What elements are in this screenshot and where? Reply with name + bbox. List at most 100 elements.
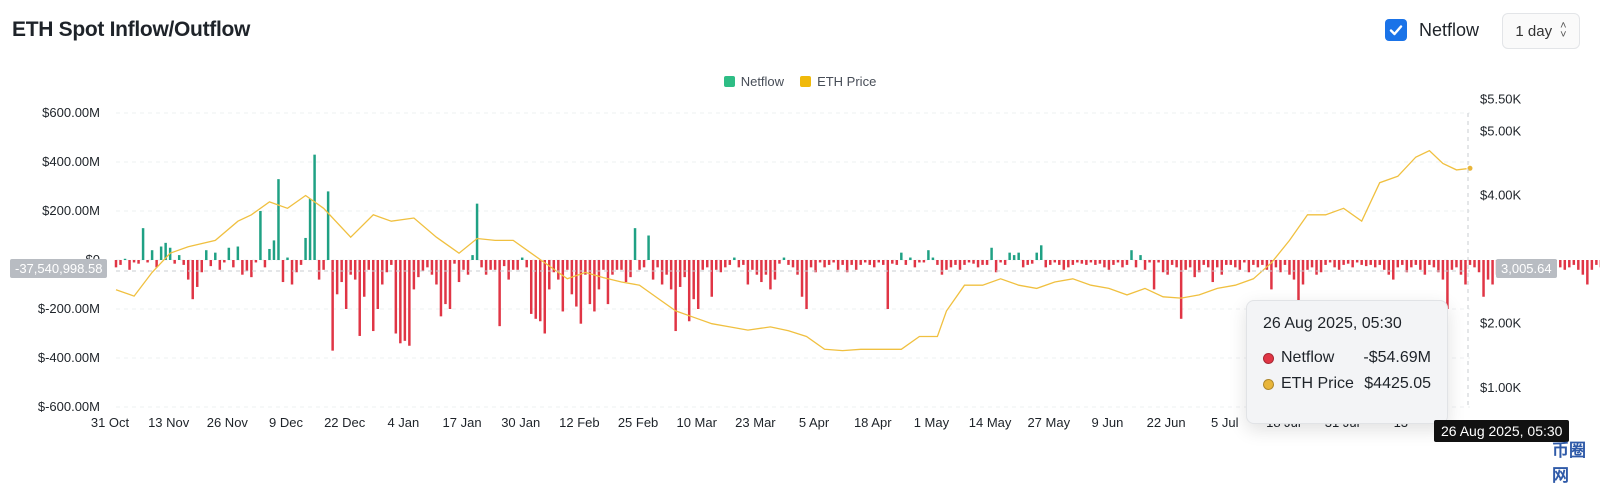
netflow-bar [1311, 260, 1313, 267]
netflow-bar [846, 260, 848, 272]
netflow-bar [1568, 260, 1570, 267]
netflow-bar [1189, 260, 1191, 267]
netflow-bar [611, 260, 613, 275]
netflow-bar [363, 260, 365, 297]
netflow-bar [119, 260, 121, 265]
netflow-bar [1437, 260, 1439, 272]
netflow-bar [548, 260, 550, 289]
netflow-bar [769, 260, 771, 289]
netflow-bar [133, 260, 135, 262]
netflow-bar [1081, 260, 1083, 264]
netflow-bar [981, 260, 983, 265]
netflow-bar [1049, 260, 1051, 265]
netflow-bar [787, 260, 789, 265]
netflow-bar [575, 260, 577, 307]
y-tick-left: $-200.00M [38, 301, 100, 316]
netflow-bar [891, 260, 893, 264]
netflow-bar [557, 260, 559, 280]
netflow-bar [1324, 260, 1326, 265]
netflow-bar [1171, 260, 1173, 265]
x-tick: 18 Apr [854, 415, 892, 430]
netflow-bar [431, 260, 433, 275]
netflow-bar [246, 260, 248, 271]
netflow-bar [268, 249, 270, 260]
netflow-bar [1591, 260, 1593, 270]
netflow-bar [629, 260, 631, 277]
netflow-bar [747, 260, 749, 285]
netflow-bar [521, 258, 523, 260]
netflow-bar [859, 260, 861, 265]
netflow-bar [286, 258, 288, 260]
netflow-bar [435, 260, 437, 285]
netflow-bar [1094, 260, 1096, 265]
netflow-bar [182, 260, 184, 265]
chart-tooltip: 26 Aug 2025, 05:30 Netflow -$54.69M ETH … [1246, 300, 1448, 424]
netflow-bar [1162, 260, 1164, 272]
netflow-bar [580, 260, 582, 324]
netflow-bar [196, 260, 198, 287]
netflow-bar [322, 260, 324, 270]
netflow-bar [1419, 260, 1421, 270]
y-tick-right: $2.00K [1480, 316, 1522, 331]
netflow-bar [1397, 260, 1399, 267]
netflow-bar [300, 260, 302, 265]
netflow-bar [679, 260, 681, 287]
netflow-bar [819, 260, 821, 262]
x-tick: 27 May [1027, 415, 1070, 430]
netflow-bar [1478, 260, 1480, 272]
netflow-bar [923, 260, 925, 262]
netflow-bar [661, 260, 663, 285]
netflow-bar [801, 260, 803, 297]
netflow-bar [1392, 260, 1394, 280]
netflow-bar [1333, 260, 1335, 267]
netflow-bar [620, 260, 622, 270]
netflow-bar [796, 260, 798, 275]
netflow-bar [1415, 260, 1417, 265]
netflow-bar [1225, 260, 1227, 265]
netflow-bar [995, 260, 997, 272]
netflow-bar [336, 260, 338, 294]
netflow-bar [625, 260, 627, 282]
netflow-bar [494, 260, 496, 270]
netflow-bar [1063, 260, 1065, 270]
netflow-bar [1139, 255, 1141, 260]
netflow-bar [1184, 260, 1186, 270]
netflow-bar [805, 260, 807, 309]
netflow-bar [1410, 260, 1412, 267]
netflow-bar [485, 260, 487, 275]
netflow-bar [1360, 260, 1362, 265]
netflow-bar [1193, 260, 1195, 277]
netflow-bar [462, 260, 464, 270]
x-tick: 13 Nov [148, 415, 190, 430]
netflow-bar [1230, 260, 1232, 265]
netflow-bar [1180, 260, 1182, 319]
x-tick: 26 Nov [207, 415, 249, 430]
netflow-bar [593, 260, 595, 311]
netflow-bar [756, 260, 758, 275]
netflow-bar [765, 260, 767, 275]
netflow-bar [1338, 260, 1340, 270]
netflow-bar [1559, 260, 1561, 267]
netflow-bar [399, 260, 401, 343]
netflow-bar [191, 260, 193, 299]
netflow-bar [643, 260, 645, 267]
netflow-bar [1135, 260, 1137, 267]
netflow-bar [918, 260, 920, 262]
netflow-bar [724, 260, 726, 267]
netflow-bar [1487, 260, 1489, 280]
netflow-bar [1054, 260, 1056, 262]
netflow-bar [562, 260, 564, 311]
netflow-bar [1013, 255, 1015, 260]
netflow-bar [616, 260, 618, 270]
netflow-bar [647, 236, 649, 261]
netflow-bar [480, 260, 482, 267]
netflow-bar [1564, 260, 1566, 270]
netflow-bar [1090, 260, 1092, 262]
netflow-bar [905, 260, 907, 265]
netflow-bar [566, 260, 568, 270]
netflow-bar [941, 260, 943, 275]
netflow-bar [1401, 260, 1403, 265]
netflow-bar [711, 260, 713, 297]
tooltip-dot-netflow [1263, 353, 1274, 364]
netflow-bar [1577, 260, 1579, 270]
